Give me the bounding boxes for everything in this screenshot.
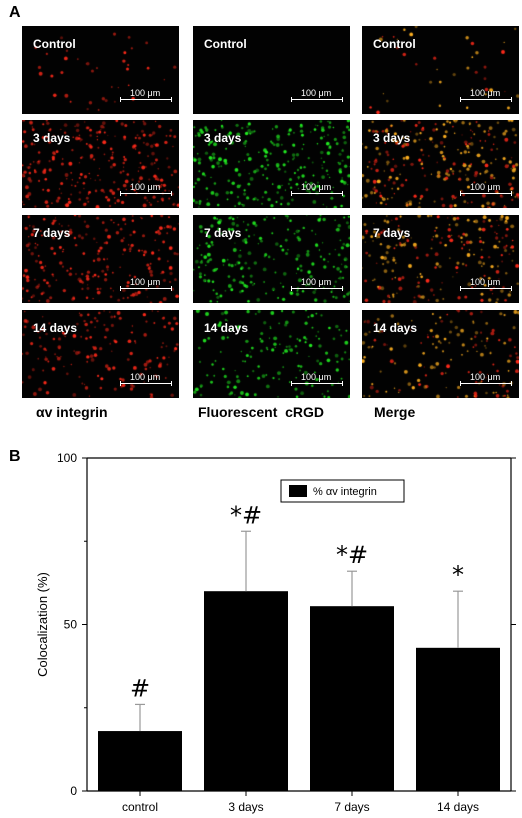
significance-marker: # <box>130 674 150 702</box>
scale-bar-label: 100 μm <box>130 372 161 382</box>
scale-bar <box>460 191 512 196</box>
y-tick-label: 0 <box>70 784 77 798</box>
panel-a-letter: A <box>9 4 21 21</box>
significance-marker: * <box>452 561 464 589</box>
legend-box <box>280 479 405 503</box>
image-merge-control: Control 100 μm <box>362 26 519 114</box>
row-label: 7 days <box>204 226 242 240</box>
bar <box>416 647 500 791</box>
image-merge-14days: 14 days 100 μm <box>362 310 519 398</box>
bar <box>204 591 288 791</box>
row-label: 3 days <box>204 131 242 145</box>
scale-bar <box>460 381 512 386</box>
colocalization-bar-chart: 0 50 100 Colocalization (%) control #3 days *#… <box>35 451 516 814</box>
row-label: 7 days <box>33 226 71 240</box>
image-merge-7days: 7 days 100 μm <box>362 215 519 303</box>
row-label: 14 days <box>373 321 418 335</box>
scale-bar <box>460 97 512 102</box>
x-tick-label: 14 days <box>437 800 479 814</box>
scale-bar <box>291 97 343 102</box>
panel-b-letter: B <box>9 448 21 465</box>
column-label-merge: Merge <box>374 404 416 420</box>
scale-bar <box>291 381 343 386</box>
image-rgd-control: Control 100 μm <box>193 26 350 114</box>
scale-bar-label: 100 μm <box>301 277 332 287</box>
y-tick-label: 100 <box>57 451 77 465</box>
image-integrin-control: Control 100 μm <box>22 26 179 114</box>
image-integrin-7days: 7 days 100 μm <box>22 215 179 303</box>
scale-bar <box>460 286 512 291</box>
legend-swatch <box>289 485 307 497</box>
row-label: 3 days <box>373 131 411 145</box>
scale-bar-label: 100 μm <box>130 277 161 287</box>
scale-bar-label: 100 μm <box>301 372 332 382</box>
image-integrin-3days: 3 days 100 μm <box>22 120 179 208</box>
significance-marker: *# <box>336 541 368 569</box>
row-label: 3 days <box>33 131 71 145</box>
column-label-integrin: αv integrin <box>36 404 108 420</box>
scale-bar-label: 100 μm <box>470 277 501 287</box>
legend-label: % αv integrin <box>313 486 377 498</box>
row-label: Control <box>373 37 416 51</box>
row-label: 14 days <box>33 321 78 335</box>
bar <box>98 731 182 791</box>
scale-bar <box>291 286 343 291</box>
row-label: 7 days <box>373 226 411 240</box>
scale-bar <box>291 191 343 196</box>
image-merge-3days: 3 days 100 μm <box>362 120 519 208</box>
scale-bar-label: 100 μm <box>130 182 161 192</box>
scale-bar-label: 100 μm <box>470 182 501 192</box>
row-label: Control <box>204 37 247 51</box>
x-tick-label: 3 days <box>228 800 263 814</box>
scale-bar-label: 100 μm <box>301 88 332 98</box>
scale-bar <box>120 97 172 102</box>
x-tick-label: 7 days <box>334 800 369 814</box>
image-rgd-7days: 7 days 100 μm <box>193 215 350 303</box>
image-rgd-14days: 14 days 100 μm <box>193 310 350 398</box>
scale-bar-label: 100 μm <box>130 88 161 98</box>
bar <box>310 606 394 791</box>
row-label: Control <box>33 37 76 51</box>
scale-bar <box>120 191 172 196</box>
scale-bar <box>120 381 172 386</box>
column-label-rgd: Fluorescent cRGD <box>198 404 325 420</box>
significance-marker: *# <box>230 501 262 529</box>
scale-bar-label: 100 μm <box>470 88 501 98</box>
image-integrin-14days: 14 days 100 μm <box>22 310 179 398</box>
scale-bar <box>120 286 172 291</box>
y-axis-label: Colocalization (%) <box>35 572 50 677</box>
scale-bar-label: 100 μm <box>470 372 501 382</box>
y-tick-label: 50 <box>64 618 78 632</box>
image-rgd-3days: 3 days 100 μm <box>193 120 350 208</box>
x-tick-label: control <box>122 800 158 814</box>
scale-bar-label: 100 μm <box>301 182 332 192</box>
row-label: 14 days <box>204 321 249 335</box>
